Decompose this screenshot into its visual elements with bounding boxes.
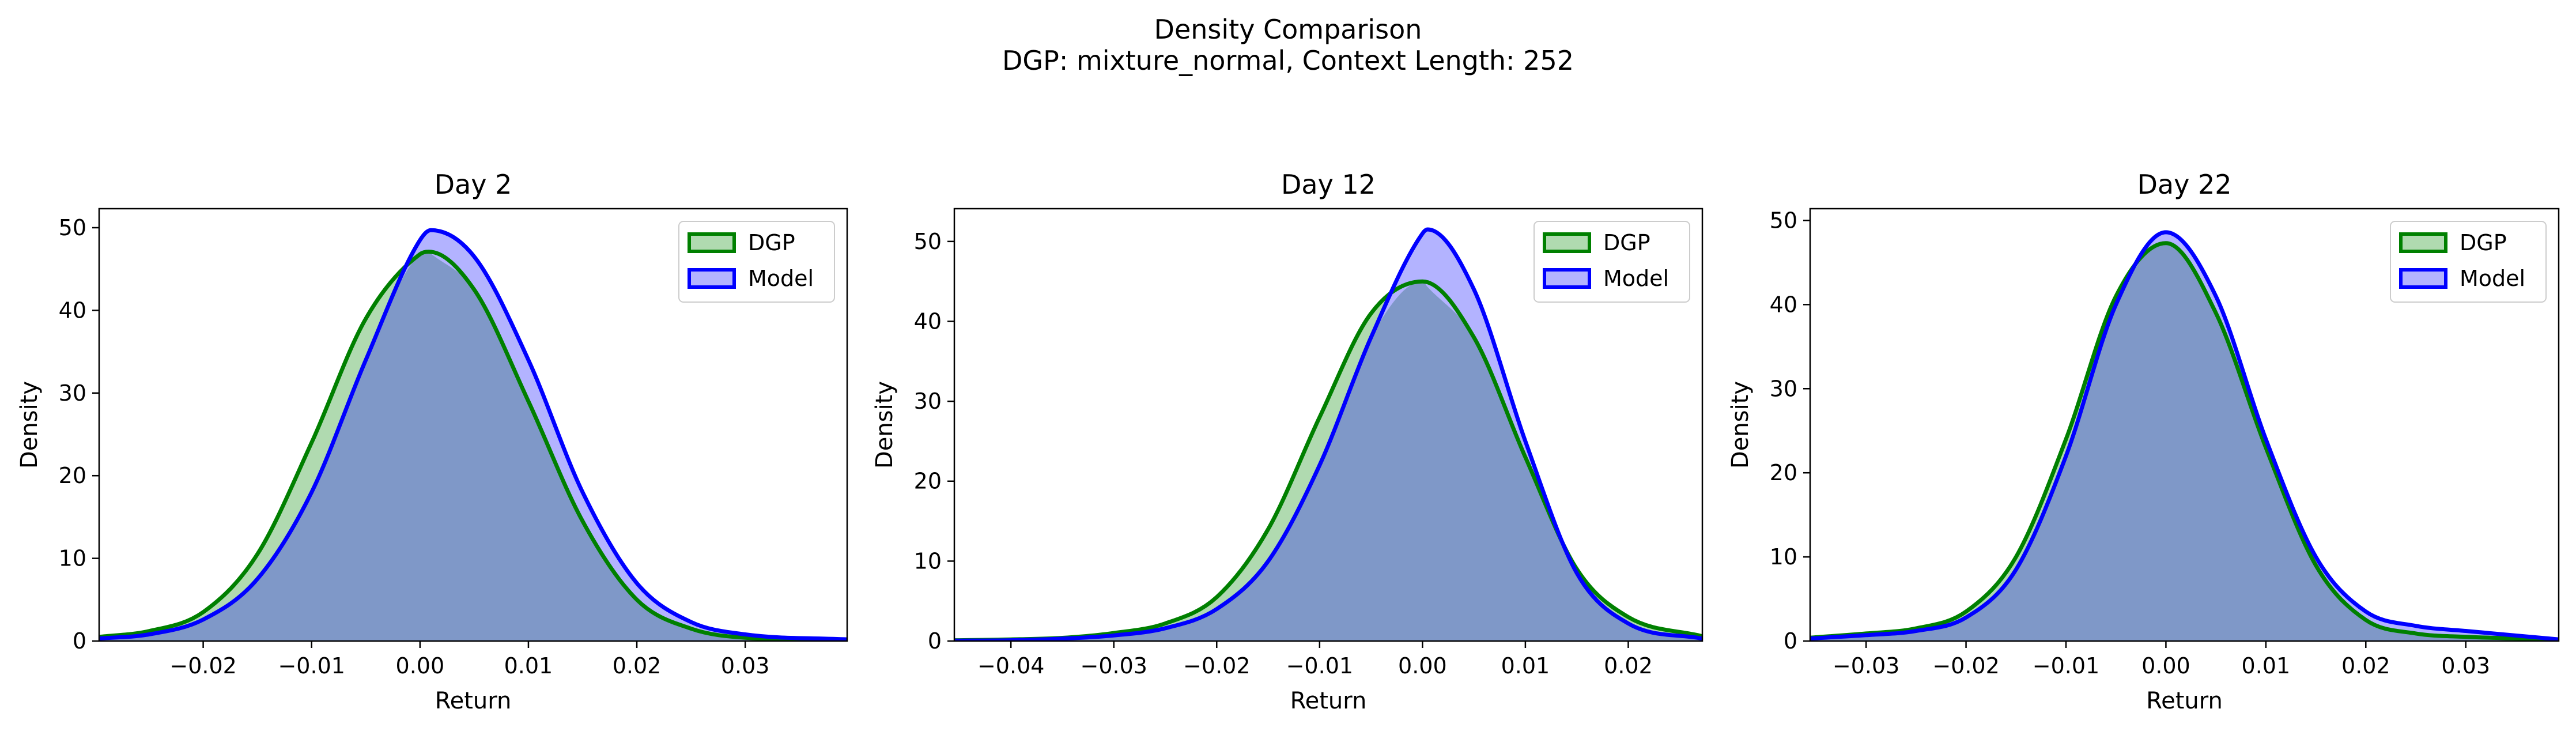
legend: DGP Model <box>2390 221 2547 303</box>
x-tick-label: −0.02 <box>169 653 236 679</box>
y-tick-label: 30 <box>1770 376 1797 401</box>
y-tick-label: 10 <box>914 548 942 574</box>
figure-subtitle: DGP: mixture_normal, Context Length: 252 <box>1002 45 1574 76</box>
subplot-1: −0.02 −0.01 0.00 0.01 0.02 0.03 0 10 20 30 40 50 Ret… <box>16 169 848 714</box>
x-tick-label: 0.03 <box>2441 653 2490 679</box>
x-axis-label: Return <box>1290 688 1367 714</box>
subplot-title: Day 22 <box>2137 169 2232 200</box>
y-tick-label: 40 <box>914 308 942 334</box>
x-tick-label: −0.02 <box>1932 653 1999 679</box>
x-tick-label: −0.01 <box>2033 653 2099 679</box>
y-tick-label: 30 <box>914 389 942 414</box>
legend-label-model: Model <box>1603 266 1669 291</box>
y-tick-label: 10 <box>59 546 86 571</box>
legend-label-dgp: DGP <box>748 230 795 255</box>
y-axis-label: Density <box>16 381 43 469</box>
series-line-dgp <box>99 250 847 641</box>
x-tick-label: 0.01 <box>2242 653 2291 679</box>
legend-swatch-dgp <box>2399 232 2447 253</box>
figure-title: Density Comparison <box>1154 14 1422 45</box>
y-tick-label: 50 <box>1770 208 1797 233</box>
plot-area <box>99 228 847 641</box>
x-tick-label: 0.00 <box>1398 653 1447 679</box>
y-axis-label: Density <box>871 381 898 469</box>
y-tick-label: 30 <box>59 380 86 406</box>
x-tick-label: 0.02 <box>613 653 662 679</box>
x-axis-label: Return <box>2146 688 2223 714</box>
series-line-model <box>99 228 847 641</box>
legend: DGP Model <box>1533 221 1690 303</box>
axes-frame <box>1809 208 2560 642</box>
legend-swatch-model <box>688 268 736 289</box>
legend-label-model: Model <box>2460 266 2525 291</box>
series-line-dgp <box>1810 241 2559 641</box>
legend-label-dgp: DGP <box>2460 230 2507 255</box>
y-tick-label: 40 <box>1770 292 1797 317</box>
subplot-title: Day 12 <box>1281 169 1376 200</box>
subplot-3: −0.03 −0.02 −0.01 0.00 0.01 0.02 0.03 0 10 20 30 40… <box>1727 169 2560 714</box>
y-tick-label: 50 <box>59 215 86 240</box>
axes-frame <box>98 208 848 642</box>
plot-area <box>1810 230 2559 641</box>
plot-area <box>954 227 1702 641</box>
legend-label-dgp: DGP <box>1603 230 1650 255</box>
y-tick-label: 0 <box>1784 628 1797 654</box>
series-line-model <box>954 227 1702 641</box>
y-tick-label: 20 <box>914 469 942 494</box>
series-line-model <box>1810 230 2559 641</box>
x-tick-label: 0.02 <box>2341 653 2390 679</box>
y-tick-label: 10 <box>1770 544 1797 570</box>
x-tick-label: 0.02 <box>1604 653 1653 679</box>
x-tick-label: 0.00 <box>2141 653 2190 679</box>
x-tick-label: −0.03 <box>1081 653 1147 679</box>
x-tick-label: −0.03 <box>1833 653 1899 679</box>
area-overlap <box>954 281 1702 641</box>
x-axis-label: Return <box>435 688 512 714</box>
y-tick-label: 20 <box>1770 460 1797 485</box>
y-tick-label: 40 <box>59 297 86 323</box>
legend-label-model: Model <box>748 266 814 291</box>
subplot-2: −0.04 −0.03 −0.02 −0.01 0.00 0.01 0.02 0 10 20 30 4… <box>871 169 1704 714</box>
y-tick-label: 20 <box>59 463 86 488</box>
x-tick-label: −0.04 <box>977 653 1044 679</box>
y-tick-label: 0 <box>73 628 86 654</box>
area-overlap <box>1810 243 2559 641</box>
legend-swatch-model <box>1543 268 1591 289</box>
y-tick-label: 0 <box>928 628 942 654</box>
area-overlap <box>99 251 847 641</box>
legend-swatch-model <box>2399 268 2447 289</box>
x-tick-label: 0.00 <box>396 653 445 679</box>
y-tick-label: 50 <box>914 229 942 254</box>
x-tick-label: 0.03 <box>721 653 770 679</box>
x-tick-label: 0.01 <box>1501 653 1550 679</box>
x-tick-label: −0.02 <box>1183 653 1250 679</box>
x-tick-label: 0.01 <box>504 653 553 679</box>
legend-swatch-dgp <box>1543 232 1591 253</box>
x-tick-label: −0.01 <box>1286 653 1353 679</box>
subplot-title: Day 2 <box>435 169 512 200</box>
x-tick-label: −0.01 <box>278 653 345 679</box>
legend-swatch-dgp <box>688 232 736 253</box>
y-axis-label: Density <box>1727 381 1754 469</box>
legend: DGP Model <box>678 221 835 303</box>
axes-frame <box>953 208 1704 642</box>
